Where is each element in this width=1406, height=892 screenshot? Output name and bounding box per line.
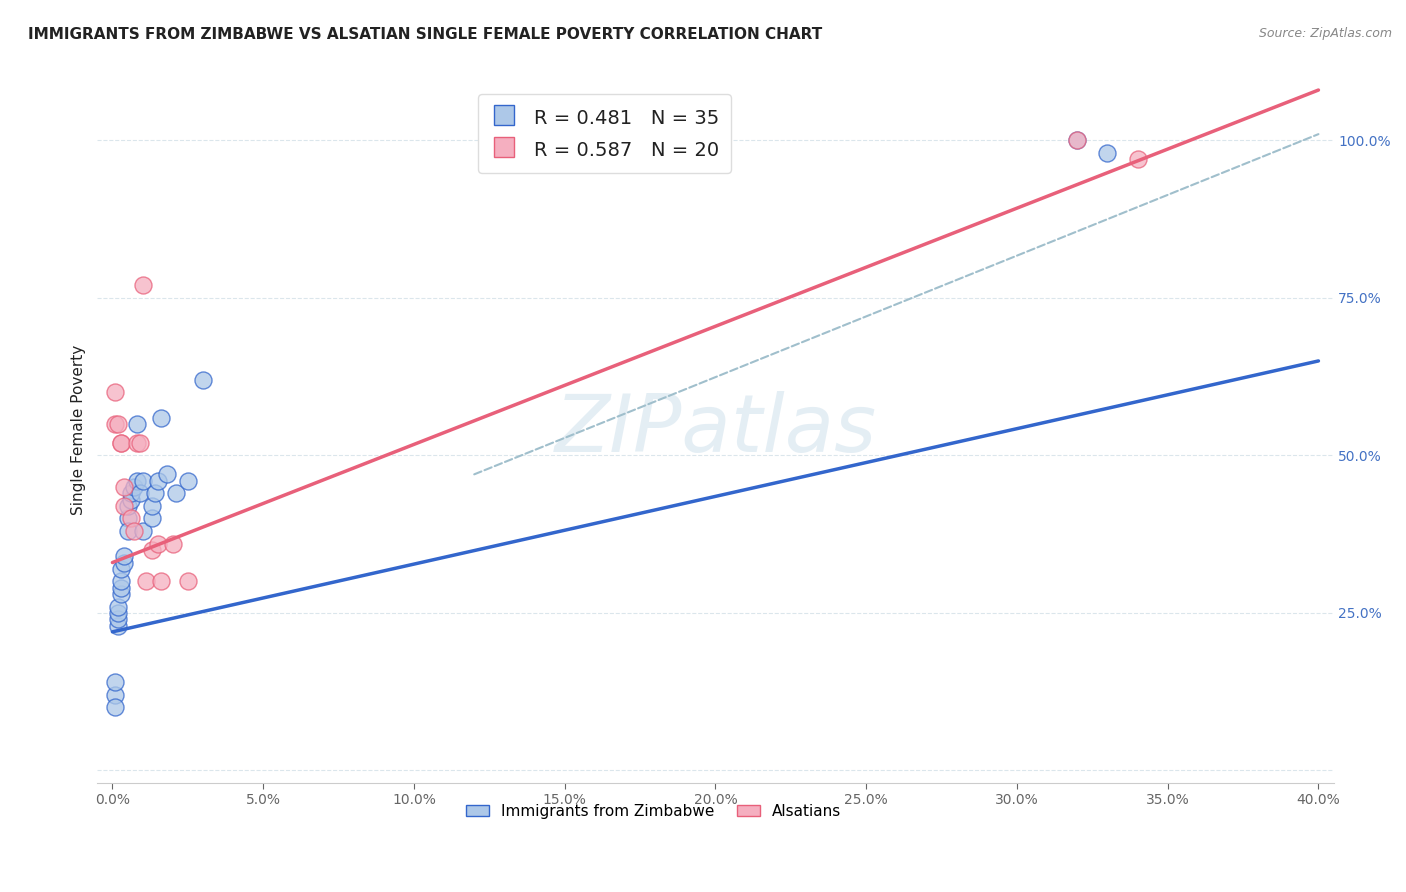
Point	[114, 480, 136, 494]
Point	[120, 492, 142, 507]
Point	[1097, 146, 1119, 161]
Point	[162, 536, 184, 550]
Point	[114, 549, 136, 564]
Point	[1066, 133, 1088, 147]
Point	[135, 574, 157, 589]
Point	[110, 581, 132, 595]
Point	[141, 499, 163, 513]
Point	[107, 618, 129, 632]
Point	[1066, 133, 1088, 147]
Point	[143, 486, 166, 500]
Point	[165, 486, 187, 500]
Point	[146, 474, 169, 488]
Point	[120, 486, 142, 500]
Point	[131, 474, 153, 488]
Point	[146, 536, 169, 550]
Point	[128, 435, 150, 450]
Point	[117, 499, 139, 513]
Point	[122, 524, 145, 538]
Point	[177, 574, 200, 589]
Point	[104, 688, 127, 702]
Y-axis label: Single Female Poverty: Single Female Poverty	[72, 345, 86, 516]
Text: IMMIGRANTS FROM ZIMBABWE VS ALSATIAN SINGLE FEMALE POVERTY CORRELATION CHART: IMMIGRANTS FROM ZIMBABWE VS ALSATIAN SIN…	[28, 27, 823, 42]
Point	[117, 511, 139, 525]
Point	[110, 435, 132, 450]
Text: ZIPatlas: ZIPatlas	[554, 392, 876, 469]
Point	[125, 474, 148, 488]
Point	[104, 385, 127, 400]
Point	[114, 499, 136, 513]
Point	[125, 435, 148, 450]
Point	[141, 511, 163, 525]
Point	[104, 675, 127, 690]
Point	[177, 474, 200, 488]
Point	[110, 435, 132, 450]
Point	[149, 410, 172, 425]
Point	[107, 606, 129, 620]
Point	[191, 373, 214, 387]
Point	[110, 562, 132, 576]
Point	[117, 524, 139, 538]
Point	[122, 480, 145, 494]
Point	[107, 612, 129, 626]
Point	[125, 417, 148, 431]
Point	[131, 278, 153, 293]
Point	[120, 511, 142, 525]
Point	[104, 700, 127, 714]
Legend: Immigrants from Zimbabwe, Alsatians: Immigrants from Zimbabwe, Alsatians	[460, 797, 848, 825]
Point	[128, 486, 150, 500]
Point	[141, 543, 163, 558]
Text: Source: ZipAtlas.com: Source: ZipAtlas.com	[1258, 27, 1392, 40]
Point	[131, 524, 153, 538]
Point	[1126, 153, 1149, 167]
Point	[110, 574, 132, 589]
Point	[107, 417, 129, 431]
Point	[104, 417, 127, 431]
Point	[107, 599, 129, 614]
Point	[114, 556, 136, 570]
Point	[149, 574, 172, 589]
Point	[110, 587, 132, 601]
Point	[156, 467, 179, 482]
